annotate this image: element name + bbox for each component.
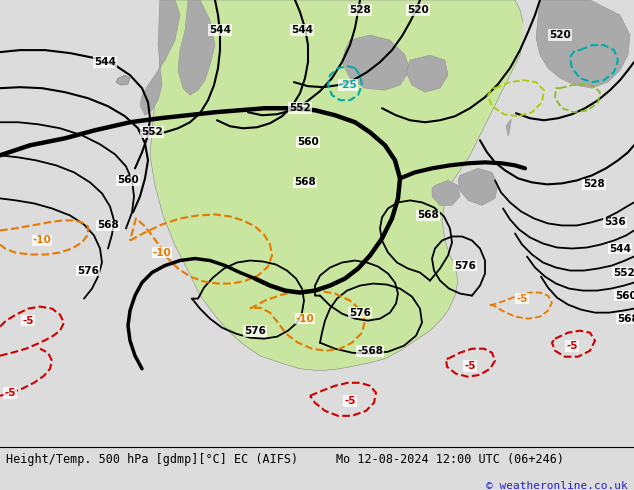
Text: -5: -5 <box>516 294 527 304</box>
Text: 544: 544 <box>609 244 631 253</box>
Polygon shape <box>178 0 215 95</box>
Text: -568: -568 <box>357 346 383 356</box>
Text: -10: -10 <box>295 314 314 323</box>
Text: 520: 520 <box>549 30 571 40</box>
Polygon shape <box>342 35 410 90</box>
Text: -25: -25 <box>339 80 358 90</box>
Polygon shape <box>406 55 448 92</box>
Text: -10: -10 <box>153 247 171 258</box>
Polygon shape <box>116 75 130 85</box>
Text: 568: 568 <box>294 177 316 187</box>
Text: 568: 568 <box>97 220 119 230</box>
Text: -5: -5 <box>4 388 16 398</box>
Polygon shape <box>490 0 634 446</box>
Text: 552: 552 <box>141 127 163 137</box>
Text: 576: 576 <box>244 326 266 336</box>
Polygon shape <box>506 115 530 140</box>
Text: 544: 544 <box>209 25 231 35</box>
Text: 528: 528 <box>349 5 371 15</box>
Text: 576: 576 <box>77 266 99 275</box>
Text: 560: 560 <box>297 137 319 147</box>
Text: -5: -5 <box>464 361 476 371</box>
Text: 536: 536 <box>604 218 626 227</box>
Polygon shape <box>458 169 498 205</box>
Text: 568: 568 <box>417 210 439 221</box>
Polygon shape <box>536 0 630 88</box>
Polygon shape <box>140 0 180 115</box>
Text: 568: 568 <box>617 314 634 323</box>
Text: 552: 552 <box>289 103 311 113</box>
Text: -10: -10 <box>32 236 51 245</box>
Text: Mo 12-08-2024 12:00 UTC (06+246): Mo 12-08-2024 12:00 UTC (06+246) <box>336 453 564 466</box>
Text: -5: -5 <box>22 316 34 326</box>
Text: 520: 520 <box>407 5 429 15</box>
Text: 560: 560 <box>117 175 139 185</box>
Text: -5: -5 <box>566 341 578 351</box>
Text: Height/Temp. 500 hPa [gdmp][°C] EC (AIFS): Height/Temp. 500 hPa [gdmp][°C] EC (AIFS… <box>6 453 299 466</box>
Text: -5: -5 <box>344 396 356 406</box>
Text: 552: 552 <box>613 268 634 277</box>
Text: 544: 544 <box>291 25 313 35</box>
Text: 576: 576 <box>454 261 476 270</box>
Text: © weatheronline.co.uk: © weatheronline.co.uk <box>486 481 628 490</box>
Text: 528: 528 <box>583 179 605 189</box>
Text: 560: 560 <box>615 291 634 300</box>
Polygon shape <box>432 180 460 205</box>
Polygon shape <box>150 0 525 371</box>
Text: 544: 544 <box>94 57 116 67</box>
Text: 576: 576 <box>349 308 371 318</box>
